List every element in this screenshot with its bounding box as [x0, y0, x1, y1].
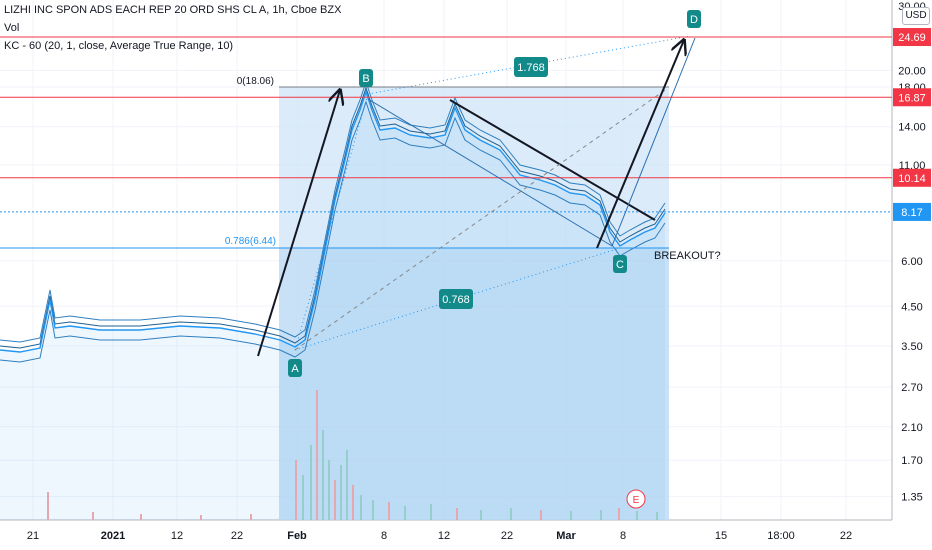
- point-A-label: A: [291, 363, 299, 375]
- fib-level-label: 0.786(6.44): [225, 236, 276, 247]
- point-B-badge: [359, 69, 373, 87]
- price-tick-label: 1.35: [901, 492, 922, 504]
- time-tick-label: 15: [715, 530, 727, 542]
- volume-bar: [295, 460, 297, 520]
- time-tick-label: 21: [27, 530, 39, 542]
- price-tick-label: 1.70: [901, 455, 922, 467]
- leg-ac: [294, 247, 621, 351]
- keltner-lower: [0, 100, 666, 363]
- time-tick-label: 22: [501, 530, 513, 542]
- time-tick-label: 12: [438, 530, 450, 542]
- ratio-badge: [514, 57, 548, 77]
- volume-bar: [456, 508, 458, 520]
- leg-ab: [294, 93, 369, 351]
- volume-bar: [360, 495, 362, 520]
- volume-bar: [540, 510, 542, 520]
- price-tick-label: 20.00: [898, 65, 926, 77]
- volume-bar: [200, 515, 202, 520]
- price-label-box: [893, 202, 931, 221]
- volume-bar: [47, 492, 49, 520]
- price-tick-label: 6.00: [901, 256, 922, 268]
- arrow-up-1: [257, 90, 340, 357]
- volume-bar: [334, 480, 336, 520]
- price-tick-label: 14.00: [898, 122, 926, 134]
- point-B-label: B: [362, 73, 369, 85]
- volume-bar: [510, 508, 512, 520]
- volume-bar: [340, 465, 342, 520]
- price-label-box: [893, 88, 931, 107]
- price-label-value: 10.14: [898, 173, 926, 185]
- time-tick-label: 12: [171, 530, 183, 542]
- leg-ad: [294, 87, 669, 351]
- volume-bar: [250, 514, 252, 520]
- volume-bar: [328, 460, 330, 520]
- arrow-up-2: [596, 40, 684, 249]
- chart-title: LIZHI INC SPON ADS EACH REP 20 ORD SHS C…: [4, 4, 342, 16]
- volume-bar: [480, 510, 482, 520]
- point-A-badge: [288, 359, 302, 377]
- volume-bar: [316, 390, 318, 520]
- price-tick-label: 4.50: [901, 301, 922, 313]
- volume-bar: [618, 508, 620, 520]
- price-tick-label: 2.70: [901, 382, 922, 394]
- volume-bar: [430, 504, 432, 520]
- price-label-value: 24.69: [898, 32, 926, 44]
- point-D-label: D: [690, 14, 698, 26]
- volume-bar: [310, 445, 312, 520]
- keltner-upper: [0, 80, 666, 343]
- ratio-label: 0.768: [442, 294, 470, 306]
- point-C-badge: [613, 255, 627, 273]
- earnings-label: E: [633, 495, 640, 506]
- volume-bar: [322, 430, 324, 520]
- time-tick-label: Mar: [556, 530, 576, 542]
- volume-bar: [600, 510, 602, 520]
- price-line: [0, 89, 666, 353]
- channel-lower: [367, 98, 613, 247]
- volume-bar: [92, 512, 94, 520]
- point-C-label: C: [616, 259, 624, 271]
- volume-bar: [302, 475, 304, 520]
- ratio-label: 1.768: [517, 62, 545, 74]
- volume-bar: [140, 514, 142, 520]
- volume-bar: [570, 511, 572, 520]
- volume-bar: [404, 506, 406, 520]
- volume-bar: [656, 512, 658, 520]
- point-D-badge: [687, 10, 701, 28]
- trendline: [449, 99, 656, 221]
- time-tick-label: 8: [381, 530, 387, 542]
- volume-bar: [346, 450, 348, 520]
- time-tick-label: 22: [231, 530, 243, 542]
- currency-button[interactable]: USD: [902, 7, 930, 25]
- volume-bar: [352, 485, 354, 520]
- time-tick-label: 22: [840, 530, 852, 542]
- price-area: [0, 92, 665, 520]
- volume-bar: [372, 500, 374, 520]
- fib-top-label: 0(18.06): [237, 76, 274, 87]
- volume-label: Vol: [4, 22, 20, 34]
- earnings-marker: [626, 489, 646, 509]
- time-tick-label: 8: [620, 530, 626, 542]
- price-label-box: [893, 168, 931, 187]
- price-tick-label: 2.10: [901, 422, 922, 434]
- time-tick-label: Feb: [287, 530, 307, 542]
- time-tick-label: 2021: [101, 530, 125, 542]
- keltner-middle: [0, 86, 666, 349]
- time-tick-label: 18:00: [767, 530, 795, 542]
- volume-bar: [388, 502, 390, 520]
- volume-bar: [636, 511, 638, 520]
- leg-bd: [367, 35, 691, 95]
- price-label-value: 8.17: [901, 207, 922, 219]
- price-label-box: [893, 28, 931, 47]
- breakout-channel: [611, 37, 696, 247]
- price-tick-label: 3.50: [901, 341, 922, 353]
- fib-zone: [279, 248, 669, 520]
- ratio-badge: [439, 289, 473, 309]
- breakout-annotation: BREAKOUT?: [654, 250, 721, 262]
- indicator-label: KC - 60 (20, 1, close, Average True Rang…: [4, 40, 234, 52]
- price-label-value: 16.87: [898, 92, 926, 104]
